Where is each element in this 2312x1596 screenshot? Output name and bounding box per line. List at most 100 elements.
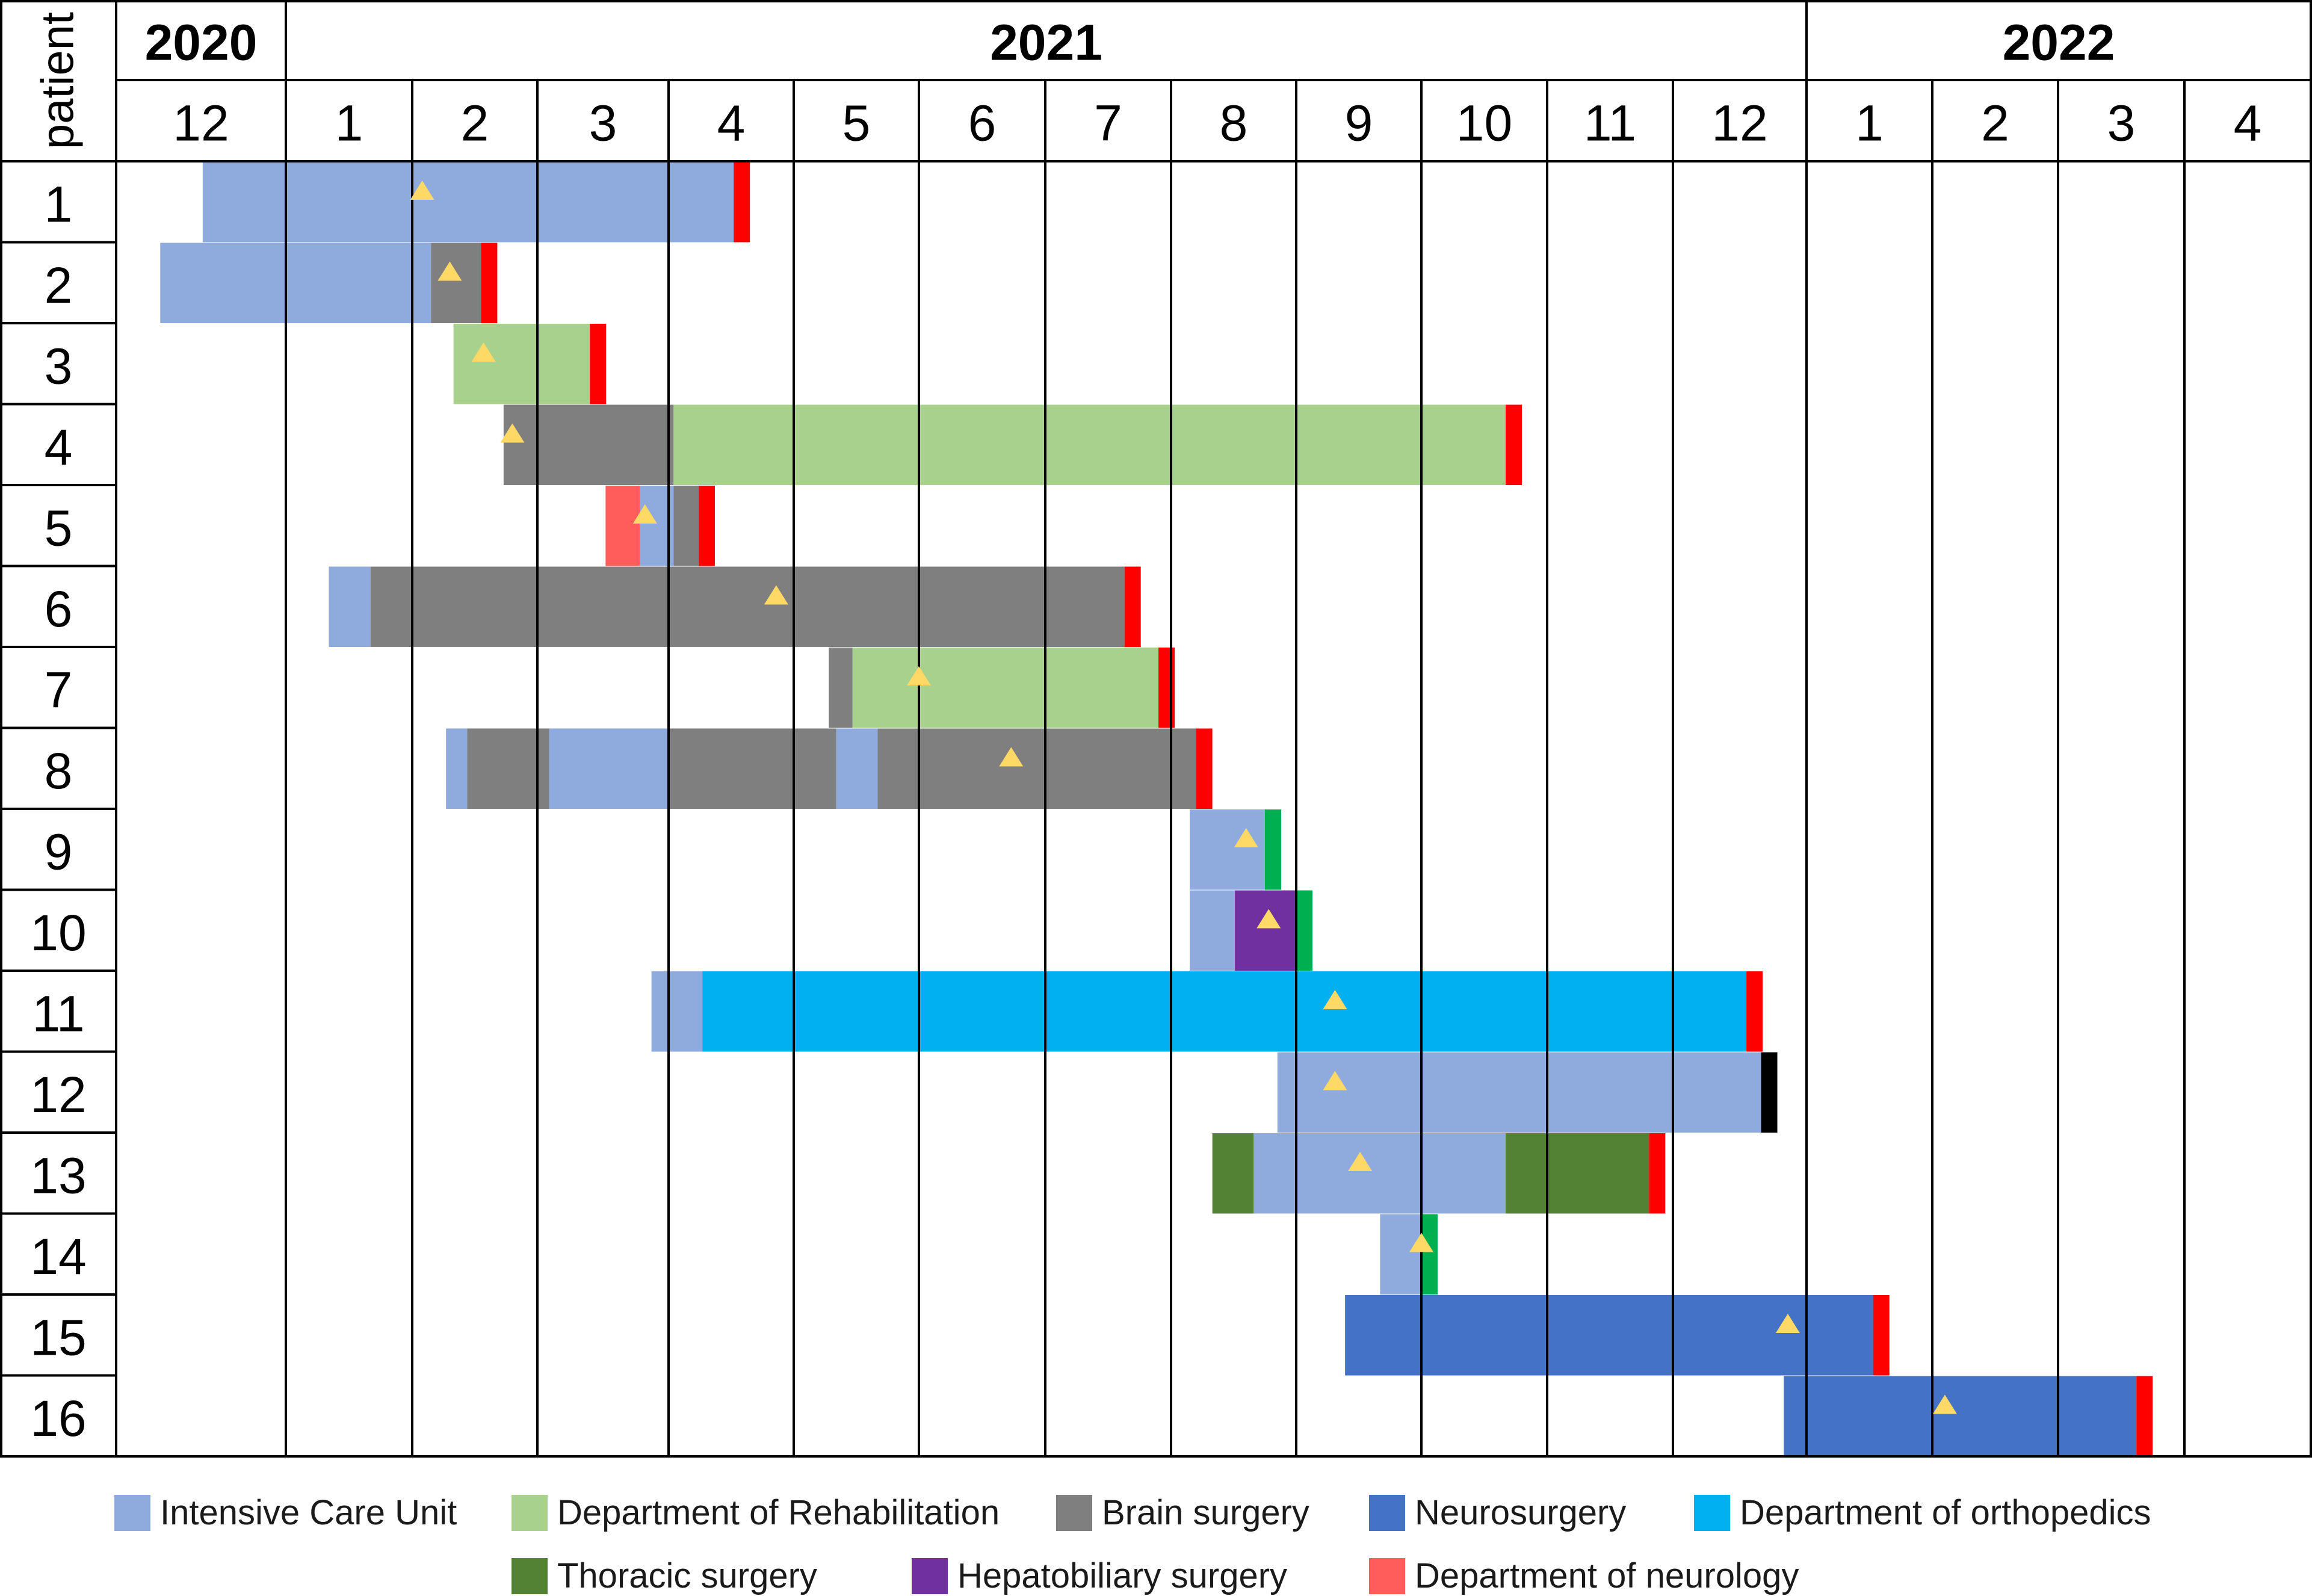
- patient-label: 16: [30, 1390, 86, 1447]
- patient-label: 14: [30, 1228, 86, 1285]
- triangle-marker-patient-14: [1409, 1233, 1433, 1252]
- legend-item: Hepatobiliary surgery: [912, 1556, 1287, 1596]
- bar-segment-patient-5-1: [605, 486, 640, 566]
- end-marker-patient-9: [1265, 809, 1281, 890]
- bar-segment-patient-8-4: [669, 728, 836, 809]
- legend-label: Thoracic surgery: [557, 1556, 817, 1595]
- end-marker-patient-10: [1296, 890, 1312, 971]
- triangle-marker-patient-16: [1932, 1394, 1957, 1414]
- legend-swatch: [1369, 1557, 1405, 1594]
- end-marker-patient-2: [481, 243, 498, 323]
- legend-swatch: [1694, 1494, 1730, 1531]
- legend-label: Department of Rehabilitation: [557, 1493, 1000, 1532]
- month-label: 12: [1711, 95, 1767, 152]
- bars-layer: [160, 162, 2153, 1456]
- bar-segment-patient-4-2: [673, 404, 1506, 485]
- month-label: 6: [968, 95, 997, 152]
- triangle-marker-patient-8: [999, 747, 1024, 767]
- end-marker-patient-7: [1158, 648, 1175, 728]
- end-marker-patient-16: [2136, 1376, 2153, 1456]
- bar-segment-patient-1-1: [202, 162, 734, 243]
- patient-label: 4: [45, 419, 73, 475]
- patient-label: 7: [45, 661, 73, 718]
- patient-label: 2: [45, 257, 73, 314]
- patient-label: 13: [30, 1147, 86, 1204]
- triangle-marker-patient-3: [471, 342, 496, 362]
- bar-segment-patient-2-2: [431, 243, 481, 323]
- month-label: 8: [1220, 95, 1248, 152]
- month-label: 10: [1456, 95, 1512, 152]
- legend-item: Department of neurology: [1369, 1556, 1799, 1596]
- triangle-marker-patient-15: [1775, 1314, 1800, 1333]
- year-label: 2022: [2003, 14, 2115, 71]
- bar-segment-patient-6-1: [329, 566, 371, 647]
- year-label: 2021: [990, 14, 1102, 71]
- legend-label: Intensive Care Unit: [160, 1493, 457, 1532]
- bar-segment-patient-14-1: [1380, 1214, 1421, 1294]
- month-label: 9: [1345, 95, 1373, 152]
- legend-label: Hepatobiliary surgery: [957, 1556, 1288, 1595]
- end-marker-patient-12: [1761, 1052, 1778, 1133]
- month-label: 12: [173, 95, 229, 152]
- markers-layer: [410, 181, 1957, 1414]
- patient-label: 5: [45, 500, 73, 556]
- legend-label: Department of orthopedics: [1740, 1493, 2151, 1532]
- triangle-marker-patient-9: [1234, 828, 1258, 847]
- end-marker-patient-15: [1873, 1295, 1890, 1376]
- month-label: 2: [461, 95, 489, 152]
- bar-segment-patient-8-3: [549, 728, 669, 809]
- legend-swatch: [1369, 1494, 1405, 1531]
- legend-item: Brain surgery: [1056, 1492, 1309, 1533]
- patient-label: 6: [45, 581, 73, 637]
- legend-swatch: [512, 1557, 548, 1594]
- legend-label: Neurosurgery: [1415, 1493, 1627, 1532]
- bar-segment-patient-9-1: [1190, 809, 1265, 890]
- bar-segment-patient-8-6: [877, 728, 1196, 809]
- bar-segment-patient-11-2: [702, 971, 1747, 1052]
- month-label: 1: [335, 95, 363, 152]
- bar-segment-patient-3-1: [453, 324, 590, 404]
- bar-segment-patient-10-2: [1235, 890, 1296, 971]
- triangle-marker-patient-12: [1323, 1071, 1347, 1090]
- bar-segment-patient-7-2: [852, 648, 1159, 728]
- month-label: 7: [1094, 95, 1122, 152]
- end-marker-patient-3: [590, 324, 607, 404]
- patient-label: 9: [45, 823, 73, 880]
- legend-item: Intensive Care Unit: [114, 1492, 457, 1533]
- end-marker-patient-5: [698, 486, 715, 566]
- month-label: 3: [2107, 95, 2136, 152]
- triangle-marker-patient-10: [1256, 909, 1281, 929]
- patient-label: 1: [45, 176, 73, 232]
- bar-segment-patient-13-1: [1212, 1133, 1254, 1214]
- month-label: 1: [1855, 95, 1884, 152]
- triangle-marker-patient-1: [410, 181, 434, 200]
- legend-swatch: [1056, 1494, 1092, 1531]
- month-label: 5: [842, 95, 871, 152]
- legend-swatch: [912, 1557, 948, 1594]
- legend-item: Thoracic surgery: [512, 1556, 817, 1596]
- triangle-marker-patient-11: [1323, 990, 1347, 1009]
- legend-item: Neurosurgery: [1369, 1492, 1626, 1533]
- y-axis-title: patient: [32, 12, 84, 149]
- bar-segment-patient-7-1: [829, 648, 853, 728]
- triangle-marker-patient-7: [907, 666, 931, 685]
- bar-segment-patient-6-2: [370, 566, 1125, 647]
- month-label: 11: [1584, 95, 1636, 152]
- bar-segment-patient-15-1: [1345, 1295, 1873, 1376]
- month-label: 3: [589, 95, 617, 152]
- bar-segment-patient-5-3: [673, 486, 699, 566]
- legend-item: Department of orthopedics: [1694, 1492, 2151, 1533]
- patient-label: 15: [30, 1309, 86, 1366]
- legend-item: Department of Rehabilitation: [512, 1492, 1000, 1533]
- legend-swatch: [114, 1494, 150, 1531]
- legend-label: Department of neurology: [1415, 1556, 1799, 1595]
- legend: Intensive Care Unit Department of Rehabil…: [0, 1468, 2312, 1596]
- legend-swatch: [512, 1494, 548, 1531]
- end-marker-patient-6: [1124, 566, 1141, 647]
- end-marker-patient-1: [734, 162, 750, 243]
- patient-label: 11: [32, 985, 84, 1042]
- triangle-marker-patient-2: [437, 261, 462, 281]
- triangle-marker-patient-6: [764, 585, 788, 605]
